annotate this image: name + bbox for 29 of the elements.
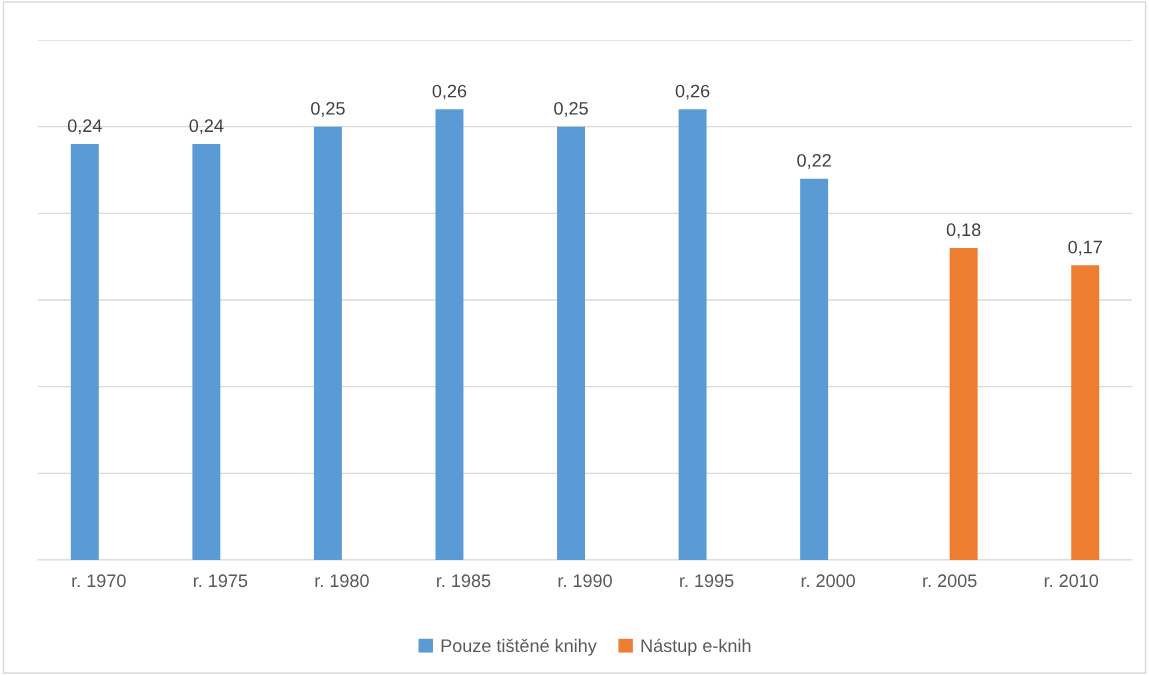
bar [949, 248, 978, 560]
legend-label: Nástup e-knih [641, 638, 751, 656]
data-label: 0,18 [946, 223, 981, 239]
x-tick-label: r. 2000 [801, 574, 856, 588]
legend-label: Pouze tištěné knihy [441, 638, 597, 656]
x-tick-label: r. 1985 [437, 574, 491, 588]
bar [557, 126, 585, 560]
bar [800, 178, 829, 560]
bar [192, 144, 221, 560]
bar [1071, 265, 1100, 560]
data-label: 0,17 [1068, 240, 1102, 256]
x-tick-label: r. 2005 [923, 574, 977, 588]
data-label: 0,24 [189, 119, 224, 135]
x-tick-label: r. 1975 [193, 574, 248, 588]
x-tick-label: r. 1990 [558, 574, 612, 588]
data-label: 0,26 [675, 84, 710, 100]
data-label: 0,25 [554, 101, 588, 117]
bar [678, 109, 707, 560]
bar [435, 109, 464, 560]
bar [70, 144, 99, 560]
x-tick-label: r. 1970 [72, 574, 126, 588]
data-label: 0,25 [311, 101, 345, 117]
bar [313, 126, 342, 560]
data-label: 0,24 [67, 119, 102, 135]
data-label: 0,26 [432, 84, 467, 100]
x-tick-label: r. 1980 [315, 574, 369, 588]
data-label: 0,22 [797, 153, 831, 169]
x-tick-label: r. 1995 [680, 574, 734, 588]
x-tick-label: r. 2010 [1044, 574, 1099, 588]
